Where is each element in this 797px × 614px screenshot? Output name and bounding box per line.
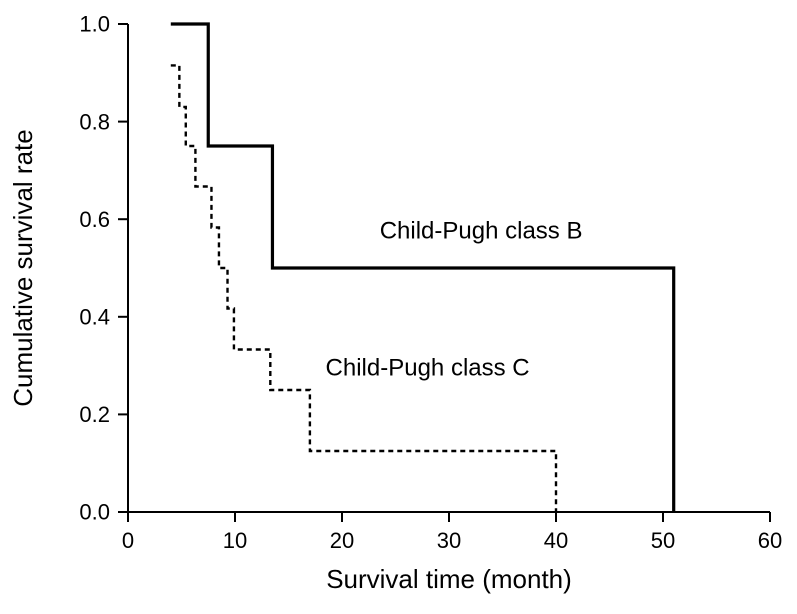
- x-axis-title: Survival time (month): [326, 564, 572, 594]
- series-class-b: [171, 24, 674, 512]
- x-tick-label: 40: [544, 528, 568, 553]
- y-axis-title: Cumulative survival rate: [8, 129, 38, 406]
- y-tick-label: 0.2: [79, 402, 110, 427]
- x-tick-label: 50: [651, 528, 675, 553]
- y-tick-label: 0.6: [79, 207, 110, 232]
- chart-svg: 0 10 20 30 40 50 60 0.0 0.2 0.4 0.6 0.8 1.0 Survival …: [0, 0, 797, 614]
- y-tick-label: 0.0: [79, 500, 110, 525]
- survival-chart: 0 10 20 30 40 50 60 0.0 0.2 0.4 0.6 0.8 1.0 Survival …: [0, 0, 797, 614]
- x-tick-label: 0: [122, 528, 134, 553]
- series-class-c: [171, 65, 556, 512]
- x-tick-label: 60: [758, 528, 782, 553]
- x-tick-label: 30: [437, 528, 461, 553]
- x-tick-label: 10: [223, 528, 247, 553]
- y-tick-label: 1.0: [79, 12, 110, 37]
- series-label-class-c: Child-Pugh class C: [326, 354, 530, 381]
- y-tick-label: 0.8: [79, 109, 110, 134]
- series-label-class-b: Child-Pugh class B: [380, 218, 583, 245]
- x-tick-label: 20: [330, 528, 354, 553]
- y-tick-label: 0.4: [79, 305, 110, 330]
